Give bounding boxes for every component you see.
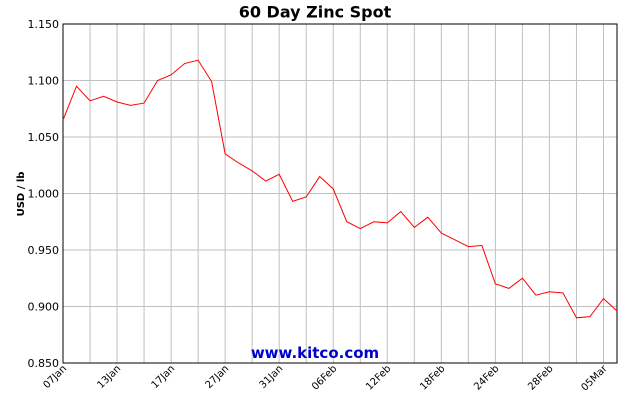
x-tick-label: 05Mar — [579, 363, 610, 394]
y-tick-label: 0.850 — [28, 357, 60, 370]
y-axis-label: USD / lb — [16, 172, 27, 217]
watermark: www.kitco.com — [251, 344, 379, 362]
chart-title: 60 Day Zinc Spot — [239, 3, 392, 22]
plot-border — [62, 23, 618, 364]
y-tick-label: 1.150 — [28, 18, 60, 31]
x-tick-label: 24Feb — [472, 363, 501, 392]
y-tick-label: 0.900 — [28, 301, 60, 314]
x-tick-label: 17Jan — [150, 363, 178, 391]
x-tick-label: 06Feb — [310, 363, 339, 392]
x-tick-label: 28Feb — [526, 363, 555, 392]
y-tick-label: 1.100 — [28, 75, 60, 88]
x-tick-label: 18Feb — [418, 363, 447, 392]
line — [62, 59, 618, 319]
x-tick-label: 12Feb — [364, 363, 393, 392]
x-tick-label: 27Jan — [204, 363, 232, 391]
y-tick-label: 1.000 — [28, 188, 60, 201]
x-tick-label: 31Jan — [258, 363, 286, 391]
x-tick-label: 13Jan — [95, 363, 123, 391]
y-tick-label: 0.950 — [28, 244, 60, 257]
y-tick-label: 1.050 — [28, 131, 60, 144]
